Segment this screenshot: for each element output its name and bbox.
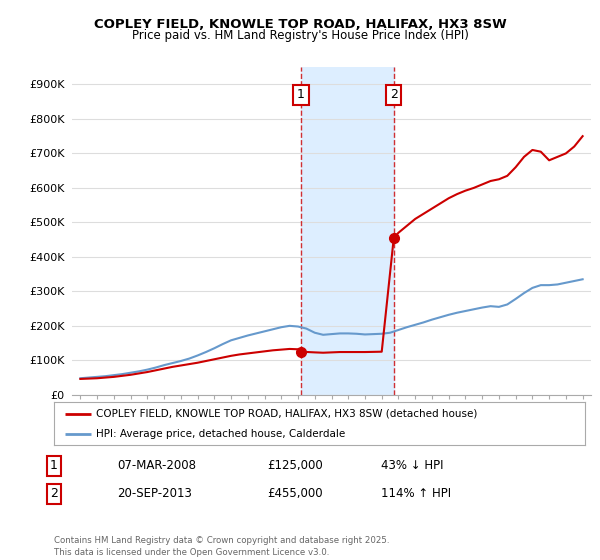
Text: 43% ↓ HPI: 43% ↓ HPI [381, 459, 443, 473]
Text: COPLEY FIELD, KNOWLE TOP ROAD, HALIFAX, HX3 8SW: COPLEY FIELD, KNOWLE TOP ROAD, HALIFAX, … [94, 18, 506, 31]
Text: COPLEY FIELD, KNOWLE TOP ROAD, HALIFAX, HX3 8SW (detached house): COPLEY FIELD, KNOWLE TOP ROAD, HALIFAX, … [97, 409, 478, 419]
Text: 1: 1 [50, 459, 58, 473]
Text: 2: 2 [390, 88, 398, 101]
Text: 1: 1 [297, 88, 305, 101]
Text: 20-SEP-2013: 20-SEP-2013 [117, 487, 192, 501]
Text: Price paid vs. HM Land Registry's House Price Index (HPI): Price paid vs. HM Land Registry's House … [131, 29, 469, 42]
Text: 114% ↑ HPI: 114% ↑ HPI [381, 487, 451, 501]
Text: 2: 2 [50, 487, 58, 501]
Text: HPI: Average price, detached house, Calderdale: HPI: Average price, detached house, Cald… [97, 430, 346, 439]
Bar [301, 67, 394, 395]
Text: Contains HM Land Registry data © Crown copyright and database right 2025.
This d: Contains HM Land Registry data © Crown c… [54, 536, 389, 557]
Text: £455,000: £455,000 [267, 487, 323, 501]
Text: 07-MAR-2008: 07-MAR-2008 [117, 459, 196, 473]
Text: £125,000: £125,000 [267, 459, 323, 473]
